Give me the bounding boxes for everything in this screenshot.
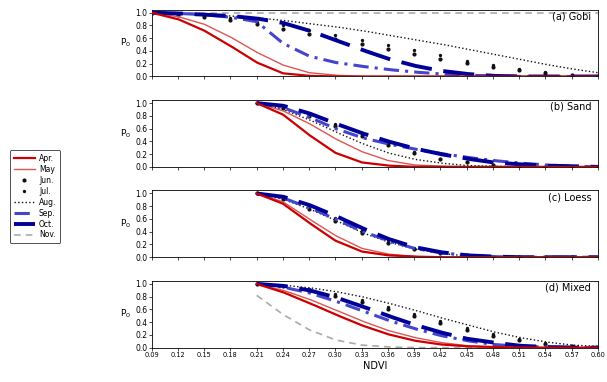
Legend: Apr., May, Jun., Jul., Aug., Sep., Oct., Nov.: Apr., May, Jun., Jul., Aug., Sep., Oct.,… (10, 150, 60, 243)
Y-axis label: P$_0$: P$_0$ (120, 127, 131, 140)
Text: (c) Loess: (c) Loess (548, 192, 591, 202)
Text: (b) Sand: (b) Sand (550, 102, 591, 112)
Y-axis label: P$_0$: P$_0$ (120, 308, 131, 320)
Y-axis label: P$_0$: P$_0$ (120, 37, 131, 49)
X-axis label: NDVI: NDVI (362, 361, 387, 371)
Y-axis label: P$_0$: P$_0$ (120, 217, 131, 230)
Text: (d) Mixed: (d) Mixed (546, 283, 591, 293)
Text: (a) Gobi: (a) Gobi (552, 11, 591, 21)
